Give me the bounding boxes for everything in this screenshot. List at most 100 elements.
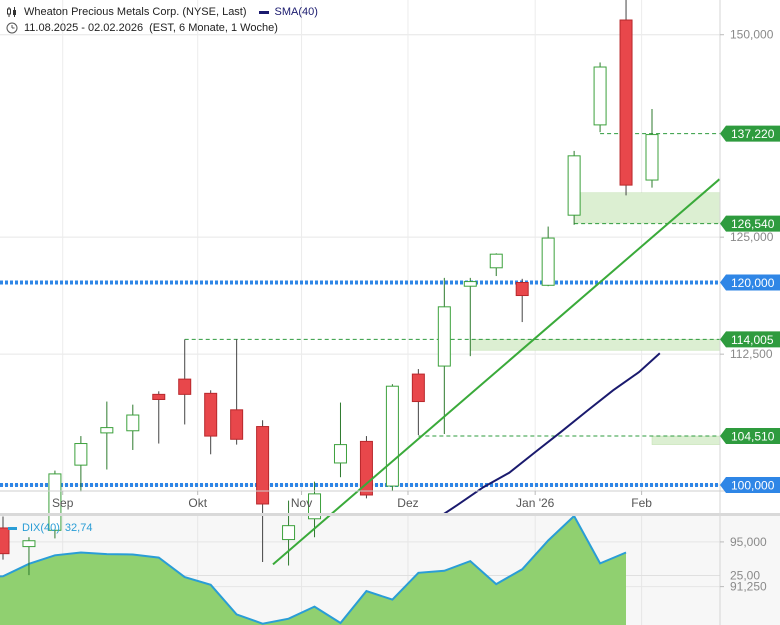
- price-tag-bg: [720, 215, 780, 232]
- candle: [74, 436, 88, 492]
- price-tag: 120,000: [720, 274, 780, 291]
- candle-body: [126, 414, 140, 432]
- x-tick-label: Dez: [397, 496, 418, 510]
- clock-icon: [6, 22, 18, 34]
- candle: [541, 226, 555, 287]
- price-tag-bg: [720, 125, 780, 142]
- dix-tick-label: 25,00: [730, 569, 760, 583]
- candle-body: [411, 373, 425, 403]
- candle: [48, 470, 62, 539]
- sma-line: [438, 352, 661, 516]
- price-tag: 126,540: [720, 215, 780, 232]
- support-zones: [470, 192, 721, 445]
- price-tag-label: 114,005: [731, 333, 774, 347]
- candle-body: [567, 155, 581, 216]
- candle: [204, 390, 218, 455]
- candle: [593, 62, 607, 133]
- candle-body: [489, 253, 503, 269]
- dix-label: DIX(40): [22, 522, 60, 534]
- y-tick-label: 150,000: [730, 28, 774, 42]
- candle-body: [100, 427, 114, 434]
- y-tick-label: 95,000: [730, 535, 767, 549]
- candle-body: [333, 444, 347, 464]
- dix-legend-swatch: [8, 526, 17, 530]
- panel-separator: [0, 513, 780, 516]
- price-tag-bg: [720, 274, 780, 291]
- candle-body: [282, 525, 296, 541]
- sma-legend-swatch: [258, 10, 269, 14]
- candle: [282, 500, 296, 566]
- candle-body: [48, 473, 62, 531]
- candle-body: [593, 66, 607, 126]
- overlays: [272, 178, 721, 566]
- candle-body: [152, 393, 166, 400]
- price-levels: [184, 133, 720, 437]
- date-range: 11.08.2025 - 02.02.2026: [24, 22, 144, 34]
- trendline: [272, 178, 721, 566]
- price-tag-label: 100,000: [731, 478, 775, 492]
- x-tick-label: Okt: [188, 496, 207, 510]
- candle-body: [256, 426, 270, 505]
- candle-body: [437, 306, 451, 367]
- candle: [567, 150, 581, 225]
- candle-body: [463, 281, 477, 287]
- candle: [333, 402, 347, 478]
- candle-body: [619, 19, 633, 186]
- support-zone: [573, 192, 721, 224]
- price-tag-label: 126,540: [731, 217, 775, 231]
- price-tag: 137,220: [720, 125, 780, 142]
- candle: [437, 277, 451, 434]
- candle: [463, 277, 477, 357]
- price-tag-bg: [720, 427, 780, 444]
- price-tag-bg: [720, 476, 780, 493]
- date-range-row: 11.08.2025 - 02.02.2026 (EST, 6 Monate, …: [6, 22, 278, 34]
- candle-body: [230, 409, 244, 440]
- price-labels: 160,360137,220126,540114,005104,510120,0…: [720, 125, 780, 493]
- candle: [0, 516, 10, 560]
- x-tick-label: Sep: [52, 496, 74, 510]
- dix-legend: DIX(40) 32,74: [8, 522, 92, 534]
- support-zone: [651, 435, 721, 445]
- x-tick-label: Nov: [291, 496, 312, 510]
- candle-body: [308, 493, 322, 520]
- candle-body: [385, 385, 399, 487]
- candle-body: [204, 392, 218, 437]
- candle-body: [515, 282, 529, 297]
- candles: [0, 0, 659, 576]
- chart-title: Wheaton Precious Metals Corp. (NYSE, Las…: [24, 6, 247, 18]
- candle-body: [74, 443, 88, 466]
- candle: [22, 537, 36, 576]
- price-tag-label: 137,220: [731, 127, 775, 141]
- candle: [645, 108, 659, 188]
- x-tick-label: Jan '26: [516, 496, 555, 510]
- candle: [515, 278, 529, 323]
- price-tag: 100,000: [720, 476, 780, 493]
- support-zone: [470, 339, 721, 351]
- candle: [126, 404, 140, 450]
- candle-body: [541, 237, 555, 286]
- price-tag: 104,510: [720, 427, 780, 444]
- price-tag-bg: [720, 331, 780, 348]
- price-tag-label: 104,510: [731, 429, 775, 443]
- sma-legend-label: SMA(40): [274, 6, 318, 18]
- y-tick-label: 91,250: [730, 580, 767, 594]
- dix-area-series: [0, 514, 627, 625]
- candle: [385, 384, 399, 491]
- chart-header: Wheaton Precious Metals Corp. (NYSE, Las…: [6, 6, 318, 18]
- dix-value: 32,74: [64, 522, 93, 534]
- candle: [359, 436, 373, 499]
- candle: [489, 253, 503, 277]
- candle: [178, 339, 192, 425]
- x-axis-band: [0, 491, 780, 515]
- candle-body: [22, 540, 36, 548]
- y-tick-label: 112,500: [730, 347, 773, 361]
- price-tag: 114,005: [720, 331, 780, 348]
- x-tick-label: Feb: [631, 496, 652, 510]
- candle: [100, 401, 114, 470]
- timezone-info: (EST, 6 Monate, 1 Woche): [149, 22, 278, 34]
- candle: [230, 339, 244, 445]
- price-tag-label: 120,000: [731, 276, 775, 290]
- candle-body: [178, 378, 192, 395]
